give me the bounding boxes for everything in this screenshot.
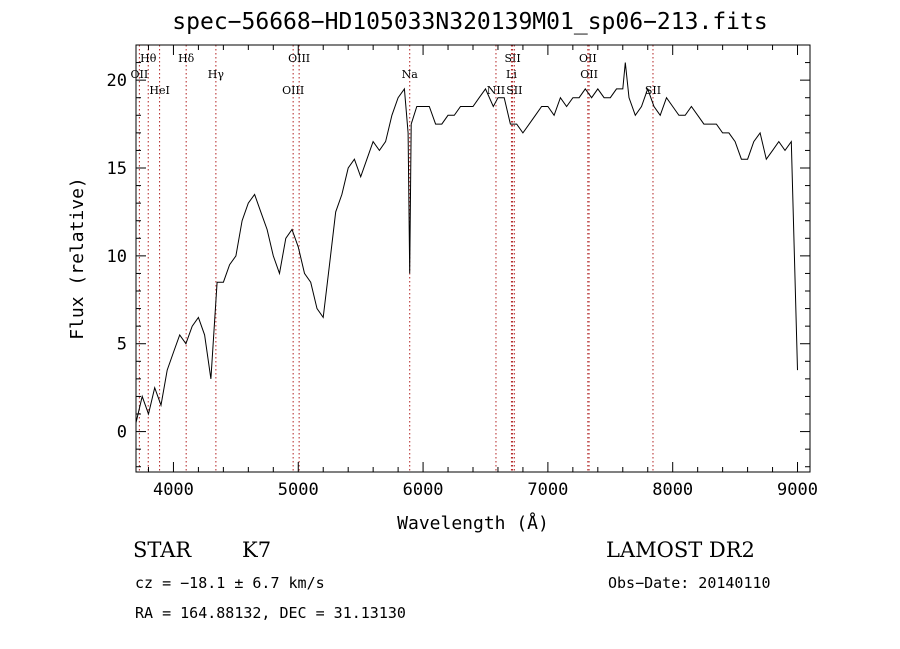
x-tick-label: 5000	[278, 480, 319, 500]
line-marker-label: SII	[504, 52, 520, 65]
line-marker-label: OIII	[288, 52, 310, 65]
line-marker-label: OII	[579, 52, 597, 65]
line-marker-label: Hθ	[140, 52, 157, 65]
line-marker-label: Hγ	[208, 68, 225, 81]
line-marker-label: OIII	[282, 84, 304, 97]
line-marker-label: Li	[506, 68, 517, 81]
x-tick-label: 9000	[777, 480, 818, 500]
line-marker-label: OII	[580, 68, 598, 81]
x-axis: 4000 5000 6000 7000 8000 9000	[147, 45, 818, 500]
x-tick-label: 8000	[652, 480, 693, 500]
obs-date-text: Obs−Date: 20140110	[608, 574, 771, 592]
redshift-text: cz = −18.1 ± 6.7 km/s	[135, 574, 325, 592]
y-tick-label: 5	[117, 335, 127, 355]
y-tick-label: 10	[107, 247, 127, 267]
line-marker-label: Na	[402, 68, 419, 81]
y-tick-label: 15	[107, 159, 127, 179]
plot-frame	[135, 44, 811, 473]
object-class: STAR	[133, 538, 192, 562]
coordinates-text: RA = 164.88132, DEC = 31.13130	[135, 604, 406, 622]
y-axis-label: Flux (relative)	[67, 177, 88, 340]
x-tick-label: 7000	[527, 480, 568, 500]
line-marker-label: HeI	[149, 84, 169, 97]
line-marker-label: SII	[506, 84, 522, 97]
y-tick-label: 20	[107, 71, 127, 91]
y-axis: 0 5 10 15 20	[107, 62, 810, 468]
line-marker-label: NII	[487, 84, 505, 97]
survey-label: LAMOST DR2	[606, 538, 755, 562]
line-marker-label: OII	[131, 68, 149, 81]
x-tick-label: 4000	[153, 480, 194, 500]
y-tick-label: 0	[117, 423, 127, 443]
x-tick-label: 6000	[403, 480, 444, 500]
line-marker-label: Hδ	[178, 52, 195, 65]
line-markers: HθOIIHeIHδHγOIIIOIIINaNIISIILiSIIOIIOIIS…	[131, 45, 661, 472]
object-subclass: K7	[242, 538, 272, 562]
spectrum-series-line	[135, 62, 798, 423]
chart-title: spec−56668−HD105033N320139M01_sp06−213.f…	[172, 9, 768, 35]
x-axis-label: Wavelength (Å)	[397, 512, 549, 534]
